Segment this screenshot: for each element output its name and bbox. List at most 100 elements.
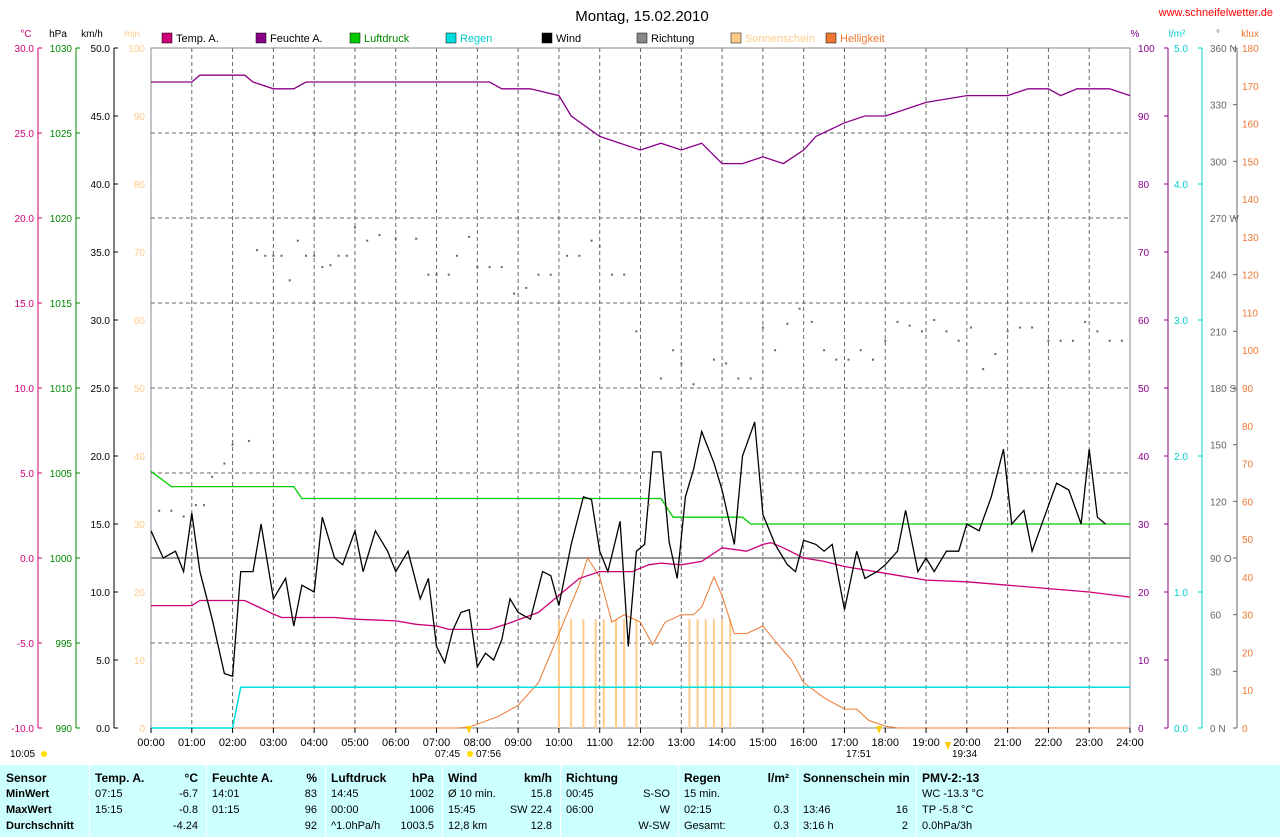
min-axis-tick: 0 xyxy=(139,724,145,735)
temp-axis-tick: 10.0 xyxy=(15,384,35,395)
direction-point xyxy=(933,319,936,321)
direction-point xyxy=(366,239,369,242)
min-axis-unit: min xyxy=(124,29,140,40)
direction-point xyxy=(994,353,997,355)
direction-point xyxy=(488,266,491,269)
temp-axis-tick: -5.0 xyxy=(17,639,35,650)
summary-col: Luftdruck hPa 14:45 1002 00:00 1006 ^1.0hPa/h 1… xyxy=(325,765,443,837)
x-tick-label: 00:00 xyxy=(137,737,165,749)
summary-cell-right: 1003.5 xyxy=(400,820,434,832)
temp-axis-tick: 15.0 xyxy=(15,299,35,310)
min-axis-tick: 20 xyxy=(134,588,146,599)
direction-point xyxy=(1059,339,1062,342)
summary-cell-left: 02:15 xyxy=(684,804,712,816)
summary-cell-left: 06:00 xyxy=(566,804,594,816)
dir-axis-tick: 360 N xyxy=(1210,44,1237,55)
legend-label: Sonnenschein xyxy=(745,33,815,45)
summary-head: Richtung xyxy=(566,771,618,785)
pct-axis-tick: 60 xyxy=(1138,316,1150,327)
dir-axis-tick: 120 xyxy=(1210,497,1227,508)
klux-axis-tick: 10 xyxy=(1242,686,1254,697)
kmh-axis-tick: 15.0 xyxy=(91,520,111,531)
temp-axis-tick: -10.0 xyxy=(11,724,34,735)
legend-swatch xyxy=(730,32,742,44)
kmh-axis-unit: km/h xyxy=(81,29,103,40)
direction-point xyxy=(500,266,503,269)
chart-title: Montag, 15.02.2010 xyxy=(575,8,708,25)
direction-point xyxy=(476,266,479,269)
pct-axis-unit: % xyxy=(1131,29,1140,40)
summary-unit: % xyxy=(306,771,317,785)
summary-col: Sensor MinWert MaxWert Durchschnitt xyxy=(0,765,90,837)
x-tick-label: 24:00 xyxy=(1116,737,1144,749)
summary-cell-right: -6.7 xyxy=(179,788,198,800)
direction-point xyxy=(647,504,650,507)
site-link[interactable]: www.schneifelwetter.de xyxy=(1158,7,1273,19)
direction-point xyxy=(635,330,638,333)
summary-cell-right: 0.3 xyxy=(773,804,789,816)
direction-point xyxy=(170,509,173,512)
x-tick-label: 21:00 xyxy=(994,737,1022,749)
summary-unit: l/m² xyxy=(767,771,789,785)
direction-point xyxy=(231,443,234,446)
x-tick-label: 15:00 xyxy=(749,737,777,749)
direction-point xyxy=(610,273,613,276)
direction-point xyxy=(305,254,308,257)
sunrise-b-label: 07:56 xyxy=(476,749,501,760)
x-tick-label: 13:00 xyxy=(668,737,696,749)
brightness-line xyxy=(151,556,1130,729)
direction-point xyxy=(288,279,291,282)
klux-axis-tick: 0 xyxy=(1242,724,1248,735)
klux-axis-tick: 40 xyxy=(1242,573,1254,584)
hpa-axis-tick: 995 xyxy=(55,639,72,650)
summary-row-label: MaxWert xyxy=(6,804,52,816)
direction-point xyxy=(337,254,340,257)
x-tick-label: 10:00 xyxy=(545,737,573,749)
summary-cell-right: -0.8 xyxy=(179,804,198,816)
summary-row-label: Durchschnitt xyxy=(6,820,74,832)
min-axis-tick: 100 xyxy=(128,44,145,55)
summary-cell-right: 2 xyxy=(901,820,908,832)
direction-point xyxy=(786,322,789,325)
legend-label: Regen xyxy=(460,33,492,45)
direction-point xyxy=(525,286,528,289)
dir-axis-tick: 0 N xyxy=(1210,724,1226,735)
direction-point xyxy=(513,292,516,295)
x-tick-label: 04:00 xyxy=(300,737,328,749)
summary-head: Regen xyxy=(684,771,721,785)
klux-axis-tick: 130 xyxy=(1242,233,1259,244)
sun-icon xyxy=(41,751,47,757)
hpa-axis-tick: 1020 xyxy=(50,214,73,225)
direction-point xyxy=(823,349,826,352)
dir-axis-tick: 270 W xyxy=(1210,214,1239,225)
summary-cell-right: 92 xyxy=(304,820,317,832)
dir-axis-tick: 150 xyxy=(1210,441,1227,452)
kmh-axis-tick: 40.0 xyxy=(91,180,111,191)
summary-cell-right: 16 xyxy=(895,804,908,816)
kmh-axis-tick: 20.0 xyxy=(91,452,111,463)
sunset-b-label: 19:34 xyxy=(952,749,977,760)
klux-axis-tick: 50 xyxy=(1242,535,1254,546)
axes: °C hPa km/h min% l/m² ° klux 30.0 25.0 20.0 15.0 10… xyxy=(11,29,1259,735)
kmh-axis-tick: 0.0 xyxy=(96,724,110,735)
klux-axis-tick: 110 xyxy=(1242,308,1258,319)
kmh-axis-tick: 45.0 xyxy=(91,112,111,123)
summary-head: PMV-2:-13 xyxy=(922,771,980,785)
summary-cell-left: ^1.0hPa/h xyxy=(331,820,381,832)
summary-cell-right: S-SO xyxy=(643,788,670,800)
summary-cell-right: 96 xyxy=(304,804,317,816)
weather-chart: Montag, 15.02.2010 www.schneifelwetter.d… xyxy=(10,7,1273,760)
kmh-axis-tick: 5.0 xyxy=(96,656,110,667)
moon-marker-icon xyxy=(945,742,951,750)
dir-axis-tick: 60 xyxy=(1210,611,1222,622)
legend-label: Luftdruck xyxy=(364,33,410,45)
min-axis-tick: 60 xyxy=(134,316,146,327)
wind-line xyxy=(150,421,1106,678)
min-axis-tick: 90 xyxy=(134,112,146,123)
sunset-a-label: 17:51 xyxy=(846,749,871,760)
summary-row-label: MinWert xyxy=(6,788,50,800)
rain-axis-unit: l/m² xyxy=(1169,29,1186,40)
summary-cell-right: -4.24 xyxy=(172,820,198,832)
klux-axis-tick: 20 xyxy=(1242,648,1254,659)
klux-axis-tick: 90 xyxy=(1242,384,1254,395)
